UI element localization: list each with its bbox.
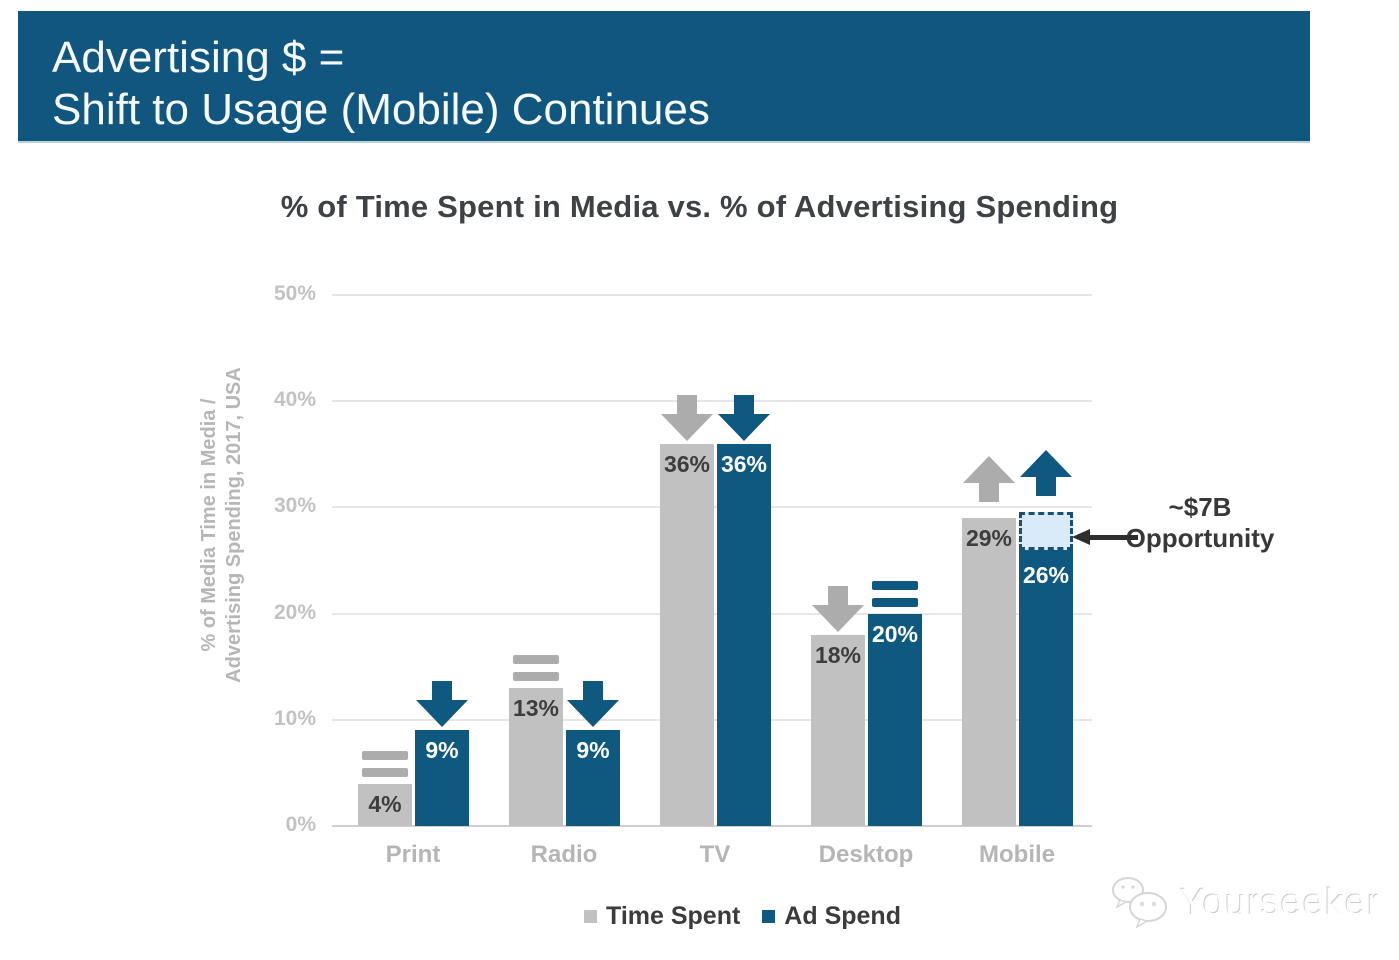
value-label-mobile-ad-spend: 26% [1022, 561, 1070, 588]
x-label-desktop: Desktop [818, 841, 914, 868]
wechat-logo-icon [1112, 877, 1167, 929]
watermark-text: Yourseeker [1180, 881, 1381, 924]
value-label-radio-ad-spend: 9% [576, 737, 610, 764]
x-label-mobile: Mobile [979, 841, 1055, 868]
bar-tv-ad-spend [717, 443, 771, 826]
bar-mobile-ad-spend [1019, 549, 1073, 826]
header-banner: Advertising $ = Shift to Usage (Mobile) … [18, 11, 1310, 141]
ytick-50: 50% [273, 282, 316, 305]
trend-flat-icon [872, 580, 918, 607]
gridline-50 [332, 294, 1092, 296]
chart-title: % of Time Spent in Media vs. % of Advert… [280, 189, 1119, 224]
trend-down-icon [812, 585, 864, 632]
value-label-print-ad-spend: 9% [425, 737, 459, 764]
trend-down-icon [661, 394, 713, 441]
value-label-tv-time-spent: 36% [663, 450, 711, 477]
bar-tv-time-spent [660, 443, 714, 826]
x-axis-line [332, 825, 1092, 827]
value-label-desktop-time-spent: 18% [814, 641, 862, 668]
bar-radio-time-spent [509, 687, 563, 826]
trend-down-icon [718, 394, 770, 441]
opportunity-label-line2: Opportunity [1125, 523, 1275, 553]
x-label-tv: TV [699, 841, 731, 868]
trend-flat-icon [513, 654, 559, 681]
banner-title-line1: Advertising $ = [52, 33, 345, 82]
trend-down-icon [567, 681, 619, 728]
ytick-40: 40% [273, 388, 316, 412]
opportunity-label-line1: ~$7B [1168, 492, 1232, 522]
trend-flat-icon [362, 750, 408, 777]
legend-swatch-ad-spend-icon [762, 910, 776, 923]
chart-legend: Time Spent Ad Spend [584, 902, 901, 931]
banner-title-line2: Shift to Usage (Mobile) Continues [52, 85, 710, 134]
x-label-print: Print [385, 841, 441, 868]
bar-radio-ad-spend [566, 730, 620, 826]
value-label-desktop-ad-spend: 20% [871, 620, 919, 647]
legend-label-ad-spend: Ad Spend [784, 902, 901, 930]
value-label-tv-ad-spend: 36% [720, 450, 768, 477]
bar-print-time-spent [358, 783, 412, 826]
ytick-0: 0% [285, 813, 316, 836]
trend-up-icon [963, 456, 1015, 503]
watermark: Yourseeker [1110, 874, 1381, 932]
opportunity-annotation: ~$7B Opportunity [1108, 492, 1292, 554]
opportunity-arrow-icon [1072, 529, 1138, 545]
trend-up-icon [1020, 450, 1072, 497]
ytick-20: 20% [273, 600, 316, 624]
x-label-radio: Radio [530, 841, 598, 868]
legend-swatch-time-spent-icon [584, 910, 597, 923]
value-label-radio-time-spent: 13% [512, 694, 560, 721]
bar-mobile-time-spent [962, 518, 1016, 826]
bar-print-ad-spend [415, 730, 469, 826]
legend-item-ad-spend: Ad Spend [762, 902, 901, 931]
value-label-print-time-spent: 4% [368, 790, 402, 817]
opportunity-box [1019, 512, 1073, 550]
bar-desktop-time-spent [811, 634, 865, 826]
value-label-mobile-time-spent: 29% [965, 525, 1013, 552]
gridline-40 [332, 400, 1092, 403]
legend-label-time-spent: Time Spent [606, 902, 741, 930]
trend-down-icon [416, 681, 468, 728]
legend-item-time-spent: Time Spent [584, 902, 740, 931]
bar-desktop-ad-spend [868, 613, 922, 826]
ytick-10: 10% [273, 706, 316, 730]
ytick-30: 30% [273, 494, 316, 518]
